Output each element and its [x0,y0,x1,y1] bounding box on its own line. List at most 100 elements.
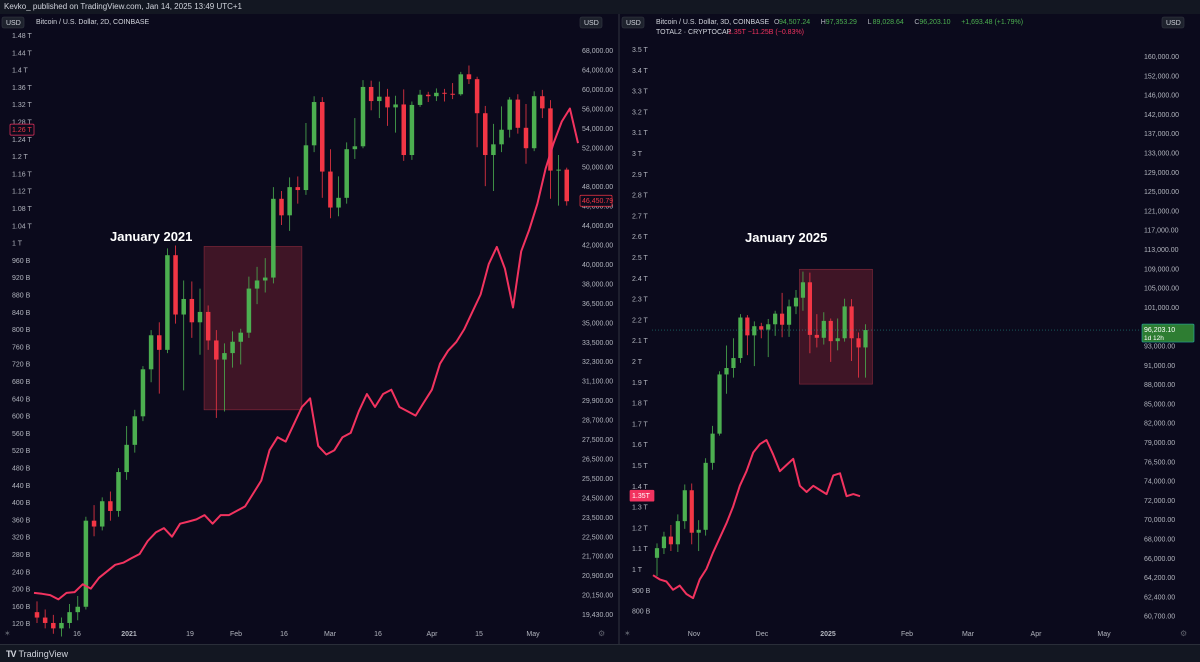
left-axis-tick-label: 840 B [12,310,31,317]
left-axis-tick-label: 3 T [632,151,643,158]
ohlc-letter: L [868,19,872,26]
left-axis-tick-label: 1 T [12,241,23,248]
candle-body [717,374,722,434]
left-axis-tick-label: 880 B [12,293,31,300]
currency-button-left-label: USD [6,20,21,27]
candle-body [42,617,48,623]
left-axis-tick-label: 1.4 T [12,68,29,75]
candle-body [807,282,812,335]
candle-body [710,433,715,463]
left-axis-tick-label: 1.8 T [632,401,649,408]
chart-panel-left[interactable]: 68,000.00 64,000.00 60,000.00 56,000.00 54,0… [0,14,618,644]
ohlc-value: 96,203.10 [919,19,950,26]
candle-body [766,324,771,330]
candle-body [34,612,40,618]
tradingview-logo[interactable]: TV TradingView [6,648,68,660]
candle-body [499,129,504,145]
right-axis-tick-label: 64,000.00 [582,67,613,74]
highlight-box [203,246,303,411]
tradingview-logo-icon: TV [6,649,16,659]
candle-body [675,521,680,545]
left-axis-tick-label: 280 B [12,552,31,559]
panel-divider[interactable] [618,14,620,644]
chart-canvas-right[interactable]: 160,000.00 152,000.00 146,000.00 142,000.00… [620,14,1200,644]
candle-body [116,472,121,511]
total2-line [652,439,861,600]
chart-canvas-left[interactable]: 68,000.00 64,000.00 60,000.00 56,000.00 54,0… [0,14,618,644]
right-axis-tick-label: 20,150.00 [582,593,613,600]
x-axis-tick-label: Dec [756,631,769,638]
candle-body [821,320,826,338]
right-axis-tick-label: 74,000.00 [1144,479,1175,486]
left-axis-tick-label: 1.4 T [632,484,649,491]
right-axis-tick-label: 146,000.00 [1144,93,1179,100]
ohlc-letter: C [914,19,919,26]
candle-body [442,92,447,94]
ohlc-value: 89,028.64 [873,19,904,26]
right-axis-tick-label: 38,000.00 [582,281,613,288]
left-axis-tick-label: 1.6 T [632,442,649,449]
right-axis-tick-label: 160,000.00 [1144,54,1179,61]
candle-body [842,306,847,339]
candle-body [450,93,455,95]
candle-body [303,145,309,191]
candle-body [173,255,178,315]
left-axis-tick-label: 2.4 T [632,276,649,283]
left-axis-tick-label: 120 B [12,621,31,628]
plot-background [0,14,618,644]
left-axis-tick-label: 1.36 T [12,85,32,92]
candle-body [336,197,341,208]
right-axis-tick-label: 29,900.00 [582,398,613,405]
right-axis-tick-label: 133,000.00 [1144,151,1179,158]
current-total2-badge [629,489,655,502]
countdown-label: 1d 12h [1144,335,1164,342]
candle-body [425,94,431,97]
candle-body [393,104,398,108]
candle-body [731,358,736,369]
left-axis-tick-label: 600 B [12,414,31,421]
x-axis-tick-label: Feb [230,631,242,638]
candle-body [262,277,268,281]
candle-body [531,96,537,149]
right-axis-tick-label: 44,000.00 [582,223,613,230]
left-axis-tick-label: 900 B [632,588,651,595]
candle-body [724,368,729,375]
x-axis-tick-label: 16 [280,631,288,638]
right-axis-tick-label: 105,000.00 [1144,286,1179,293]
candle-body [214,340,219,360]
right-axis-tick-label: 40,000.00 [582,262,613,269]
x-axis-tick-label: Mar [962,631,975,638]
current-total2-label: 1.35T [632,493,651,500]
left-axis-tick-label: 1.48 T [12,33,32,40]
left-axis-tick-label: 520 B [12,448,31,455]
right-axis-tick-label: 32,300.00 [582,359,613,366]
right-axis-tick-label: 52,000.00 [582,145,613,152]
candle-body [83,520,89,607]
right-axis-tick-label: 60,700.00 [1144,614,1175,621]
candle-body [759,326,764,330]
candle-body [515,99,521,128]
right-axis-tick-label: 64,200.00 [1144,575,1175,582]
right-axis-tick-label: 101,000.00 [1144,305,1179,312]
left-axis-tick-label: 160 B [12,604,31,611]
candle-body [148,335,154,370]
candle-body [197,311,203,323]
right-axis-tick-label: 82,000.00 [1144,421,1175,428]
footer-bar: TV TradingView [0,644,1200,662]
candle-body [682,490,687,522]
right-axis-tick-label: 33,500.00 [582,340,613,347]
chart-panel-right[interactable]: 160,000.00 152,000.00 146,000.00 142,000.00… [620,14,1200,644]
candle-body [344,149,349,198]
x-axis-tick-label: 2025 [820,631,836,638]
candle-body [181,298,186,315]
candle-body [654,548,660,558]
left-axis-tick-label: 1.9 T [632,380,649,387]
left-axis-tick-label: 240 B [12,569,31,576]
current-price-badge [579,194,613,207]
left-axis-tick-label: 800 B [632,609,651,616]
x-axis-tick-label: Mar [324,631,337,638]
current-price-label: 46,450.79 [582,198,613,205]
total2-line [33,107,579,601]
candle-body [311,102,317,146]
left-axis-tick-label: 960 B [12,258,31,265]
